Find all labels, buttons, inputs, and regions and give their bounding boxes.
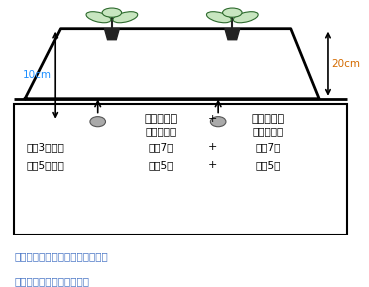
Text: +: + (207, 142, 217, 152)
Text: 20cm: 20cm (331, 59, 361, 69)
Text: +: + (207, 160, 217, 170)
Text: 窒獵5割減：: 窒獵5割減： (27, 160, 65, 170)
Text: 図１　　速効性肥料と緩効性肥料: 図１ 速効性肥料と緩効性肥料 (14, 251, 108, 261)
Ellipse shape (102, 8, 122, 17)
Text: 緩効性肥料: 緩効性肥料 (251, 115, 284, 124)
Polygon shape (25, 29, 319, 99)
Circle shape (210, 117, 226, 127)
Text: （基肥用）: （基肥用） (146, 126, 177, 136)
Ellipse shape (223, 8, 242, 17)
Text: 窒獵7割: 窒獵7割 (255, 142, 280, 152)
Text: +: + (207, 115, 217, 124)
Text: 速効性肥料: 速効性肥料 (145, 115, 178, 124)
Text: 10cm: 10cm (23, 70, 52, 80)
Text: の局所施肥の状況: の局所施肥の状況 (14, 276, 89, 286)
Circle shape (90, 117, 106, 127)
Text: （追肥用）: （追肥用） (252, 126, 283, 136)
FancyBboxPatch shape (14, 104, 348, 235)
Ellipse shape (233, 12, 258, 23)
Polygon shape (104, 29, 119, 40)
Text: 窒獵5割: 窒獵5割 (149, 160, 174, 170)
Ellipse shape (86, 12, 111, 23)
Text: 窒獵5割: 窒獵5割 (255, 160, 280, 170)
Polygon shape (225, 29, 240, 40)
Ellipse shape (206, 12, 231, 23)
Ellipse shape (113, 12, 138, 23)
Text: 窒獵3割減：: 窒獵3割減： (27, 142, 65, 152)
Text: 窒獵7割: 窒獵7割 (149, 142, 174, 152)
